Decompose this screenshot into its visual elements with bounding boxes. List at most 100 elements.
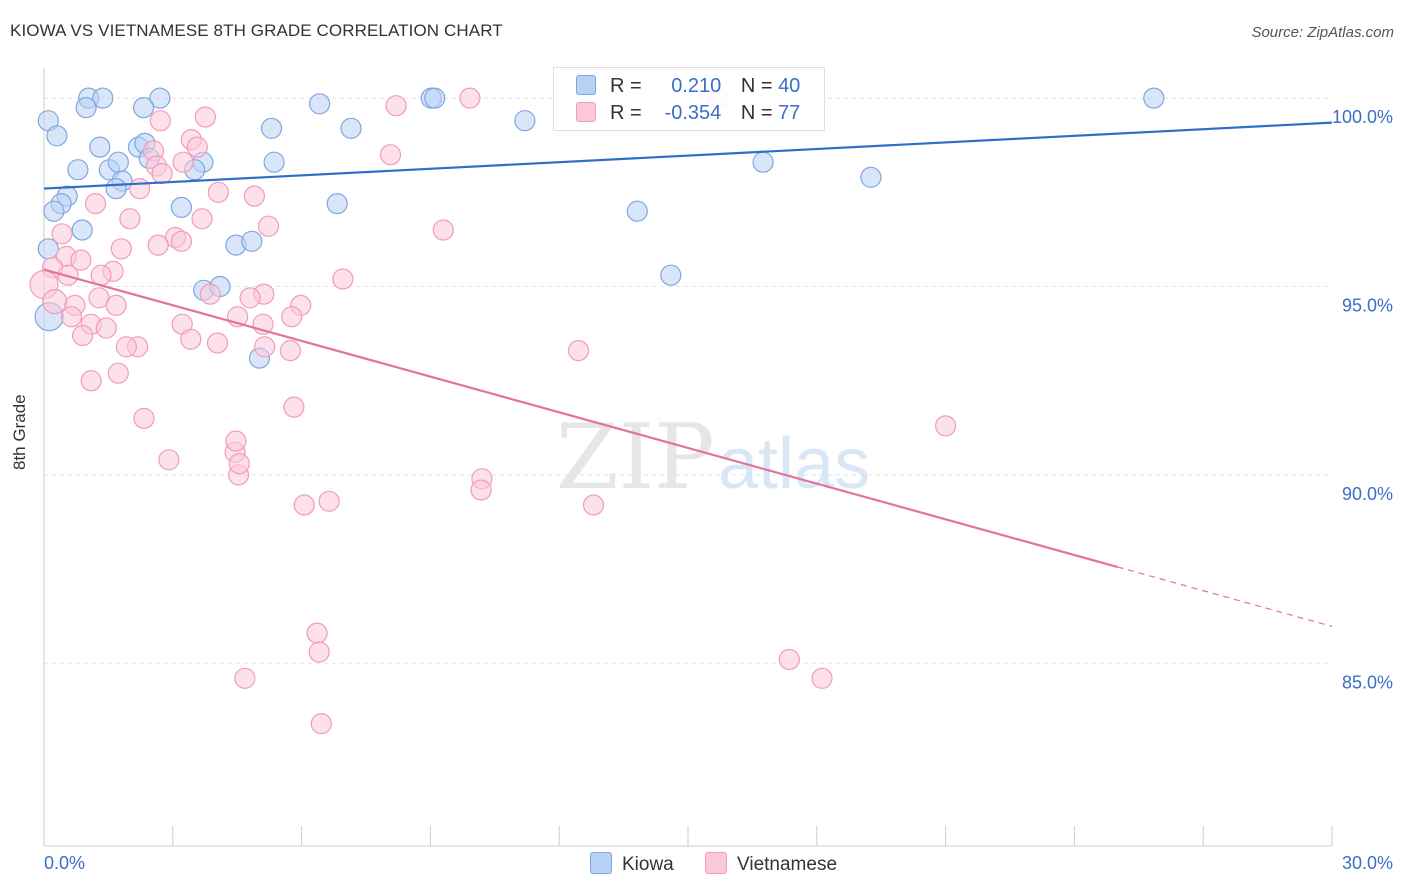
vietnamese-point xyxy=(470,479,492,501)
legend-item-vietnamese[interactable]: Vietnamese xyxy=(705,852,837,876)
vietnamese-point xyxy=(95,317,117,339)
r-label: R = xyxy=(610,102,642,124)
vietnamese-point xyxy=(151,162,173,185)
y-axis-label: 8th Grade xyxy=(10,394,29,470)
legend-row-vietnamese: R = -0.354 N = 77 xyxy=(576,102,800,128)
vietnamese-point xyxy=(459,87,481,109)
kiowa-point xyxy=(89,136,111,158)
vietnamese-point xyxy=(149,110,171,132)
vietnamese-point xyxy=(243,185,265,207)
x-tick-label-max: 30.0% xyxy=(1342,853,1393,873)
kiowa-point xyxy=(75,96,97,119)
chart-title: KIOWA VS VIETNAMESE 8TH GRADE CORRELATIO… xyxy=(10,21,503,40)
kiowa-point xyxy=(46,125,68,147)
watermark-zip: ZIP xyxy=(556,405,715,510)
vietnamese-point xyxy=(279,340,301,362)
kiowa-point xyxy=(424,87,446,109)
kiowa-point xyxy=(752,151,774,173)
vietnamese-point xyxy=(170,230,192,252)
kiowa-point xyxy=(660,264,682,286)
y-tick-labels: 100.0% 95.0% 90.0% 85.0% xyxy=(1332,107,1393,692)
kiowa-point xyxy=(260,117,283,139)
vietnamese-point xyxy=(110,238,132,260)
vietnamese-point xyxy=(332,268,354,290)
r-label: R = xyxy=(610,75,642,97)
y-tick-label: 85.0% xyxy=(1342,672,1393,692)
vietnamese-point xyxy=(51,223,73,245)
vietnamese-point xyxy=(254,336,276,358)
vietnamese-point xyxy=(119,208,141,230)
vietnamese-point xyxy=(582,494,605,516)
kiowa-legend-swatch xyxy=(590,852,612,874)
vietnamese-point xyxy=(310,712,332,735)
kiowa-n-value: 40 xyxy=(778,75,801,97)
x-tick-labels: 0.0% 30.0% xyxy=(44,853,1393,873)
stats-legend: R = 0.210 N = 40 R = -0.354 N = 77 xyxy=(553,67,825,131)
kiowa-legend-label: Kiowa xyxy=(622,854,674,875)
vietnamese-point xyxy=(306,622,328,644)
vietnamese-point xyxy=(567,340,590,362)
kiowa-point xyxy=(860,166,882,188)
source-credit: Source: ZipAtlas.com xyxy=(1251,24,1394,41)
vietnamese-swatch xyxy=(576,102,596,122)
vietnamese-point xyxy=(283,396,305,418)
vietnamese-point xyxy=(239,287,261,309)
kiowa-point xyxy=(105,178,127,200)
vietnamese-point xyxy=(84,193,107,215)
vietnamese-point xyxy=(42,289,68,315)
vietnamese-point xyxy=(71,324,94,347)
vietnamese-point xyxy=(129,178,151,200)
y-tick-label: 95.0% xyxy=(1342,296,1393,316)
kiowa-point xyxy=(92,87,114,109)
vietnamese-point xyxy=(115,336,138,358)
vietnamese-point xyxy=(811,667,833,689)
vietnamese-point xyxy=(379,144,402,166)
vietnamese-point xyxy=(60,306,83,328)
kiowa-point xyxy=(71,219,93,241)
vietnamese-point xyxy=(70,249,92,271)
x-axis-ticks xyxy=(43,826,1333,846)
kiowa-point xyxy=(626,200,648,222)
kiowa-point xyxy=(309,93,331,115)
vietnamese-n-value: 77 xyxy=(778,102,801,124)
vietnamese-point xyxy=(172,151,194,173)
vietnamese-point xyxy=(385,95,407,117)
gridlines xyxy=(44,97,1332,664)
vietnamese-point xyxy=(80,370,102,392)
vietnamese-point xyxy=(934,415,957,437)
x-tick-label-min: 0.0% xyxy=(44,853,85,873)
vietnamese-point xyxy=(432,219,454,241)
trend-lines xyxy=(43,121,1333,627)
vietnamese-point xyxy=(105,294,127,316)
vietnamese-point xyxy=(207,181,229,203)
n-label: N = xyxy=(740,75,773,97)
vietnamese-point xyxy=(257,215,280,237)
kiowa-point xyxy=(340,117,362,139)
vietnamese-point xyxy=(234,667,256,689)
kiowa-point xyxy=(170,196,192,218)
vietnamese-point xyxy=(281,306,303,328)
vietnamese-point xyxy=(778,648,800,671)
kiowa-point xyxy=(43,200,65,222)
vietnamese-point xyxy=(90,264,112,286)
kiowa-point xyxy=(1143,87,1165,109)
vietnamese-point xyxy=(107,362,129,384)
vietnamese-point xyxy=(194,106,216,128)
kiowa-r-value: 0.210 xyxy=(671,75,722,97)
kiowa-point xyxy=(107,151,129,173)
vietnamese-point xyxy=(191,208,213,230)
vietnamese-point xyxy=(186,136,208,158)
vietnamese-point xyxy=(318,490,340,512)
vietnamese-point xyxy=(199,283,221,305)
vietnamese-point xyxy=(225,430,247,452)
vietnamese-trend-line xyxy=(43,268,1118,568)
vietnamese-points xyxy=(29,87,957,735)
kiowa-trend-line xyxy=(43,121,1333,190)
kiowa-point xyxy=(241,230,263,252)
vietnamese-point xyxy=(206,332,229,354)
vietnamese-point xyxy=(293,494,315,516)
vietnamese-point xyxy=(133,407,155,429)
y-tick-label: 100.0% xyxy=(1332,107,1393,127)
legend-item-kiowa[interactable]: Kiowa xyxy=(590,852,674,876)
